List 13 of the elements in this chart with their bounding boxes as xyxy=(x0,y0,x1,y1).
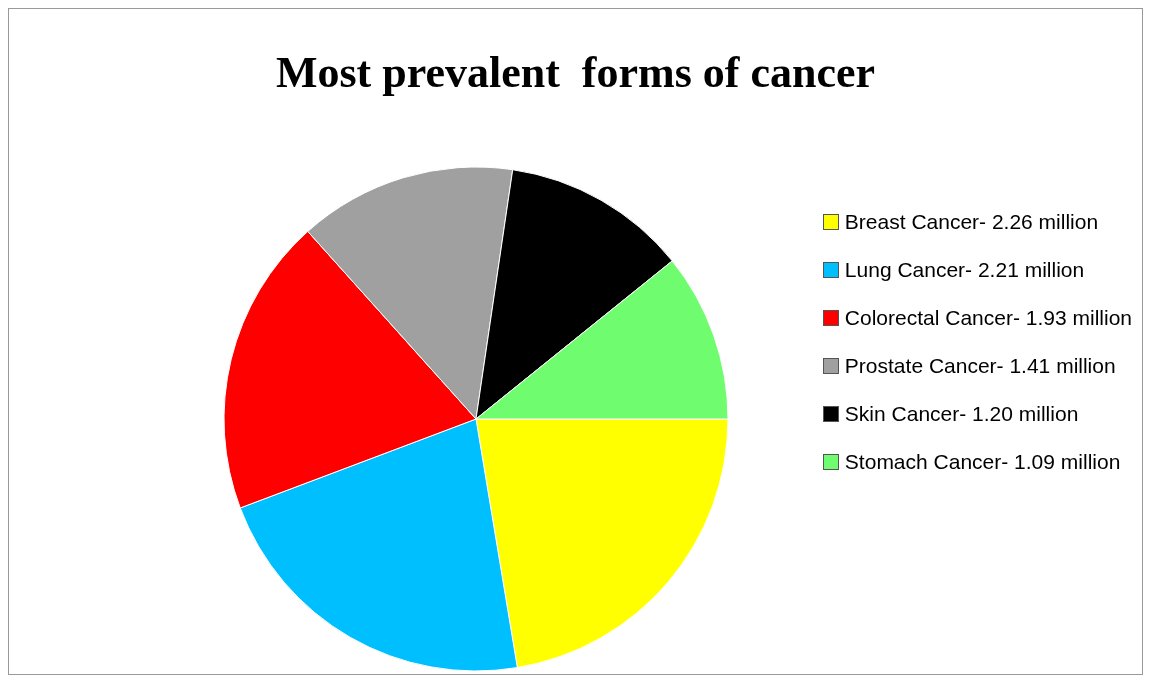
data-label: 2.21 million xyxy=(977,257,1085,281)
data-label: 2.26 million xyxy=(991,209,1099,233)
data-label: 1.41 million xyxy=(1009,353,1116,377)
legend-label: Colorectal Cancer- xyxy=(844,305,1020,329)
legend-label: Stomach Cancer- xyxy=(844,449,1009,473)
data-label: 1.09 million xyxy=(1014,449,1121,473)
data-label: 1.20 million xyxy=(972,401,1079,425)
legend-label: Prostate Cancer- xyxy=(844,353,1004,377)
chart-title: Most prevalent forms of cancer xyxy=(274,47,877,98)
legend-label: Skin Cancer- xyxy=(844,401,967,425)
legend-label: Breast Cancer- xyxy=(844,209,987,233)
legend-label: Lung Cancer- xyxy=(844,257,973,281)
data-label: 1.93 million xyxy=(1025,305,1132,329)
